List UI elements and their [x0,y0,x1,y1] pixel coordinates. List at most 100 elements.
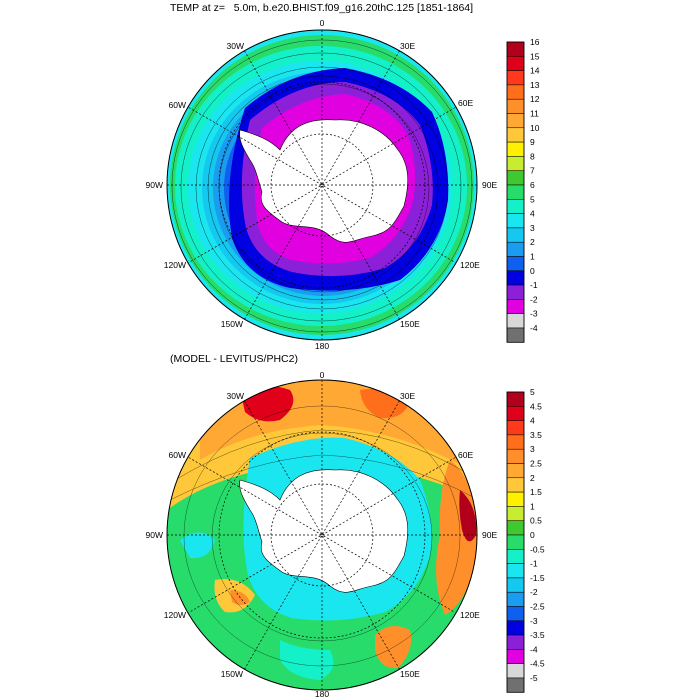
top-colorbar-swatch [506,327,525,343]
top-colorbar-swatch [506,127,525,143]
bottom-map-title: (MODEL - LEVITUS/PHC2) [170,353,298,365]
top-colorbar-swatch [506,141,525,157]
bottom-lon-label-120e: 120E [460,610,480,620]
bottom-map-border [166,379,478,691]
top-colorbar-swatch [506,256,525,272]
top-colorbar-label: 3 [530,223,535,233]
bottom-colorbar-label: 3.5 [530,430,542,440]
top-colorbar-label: 5 [530,194,535,204]
top-lon-label-120w: 120W [164,260,186,270]
top-lon-label-150e: 150E [400,319,420,329]
bottom-colorbar-label: -3.5 [530,630,545,640]
bottom-lon-label-120w: 120W [164,610,186,620]
top-map-panel: TEMP at z= 5.0m, b.e20.BHIST.f09_g16.20t… [146,2,540,350]
top-colorbar-label: 0 [530,266,535,276]
top-lon-label-30w: 30W [227,41,244,51]
top-colorbar-swatch [506,299,525,314]
top-lon-label-60w: 60W [169,100,186,110]
top-colorbar-swatch [506,70,525,86]
bottom-colorbar-label: -5 [530,673,538,683]
bottom-colorbar-swatch [506,606,525,622]
bottom-colorbar-swatch [506,406,525,421]
top-colorbar-swatch [506,184,525,200]
bottom-colorbar-swatch [506,563,525,579]
top-lon-label-120e: 120E [460,260,480,270]
bottom-colorbar-label: -1 [530,559,538,569]
bottom-colorbar-swatch [506,434,525,450]
bottom-graticule [167,380,477,690]
bottom-colorbar-label: 2 [530,473,535,483]
bottom-colorbar-swatch [506,663,525,679]
top-colorbar-swatch [506,213,525,229]
top-colorbar-swatch [506,313,525,329]
top-colorbar-swatch [506,56,525,71]
top-colorbar-swatch [506,241,525,257]
bottom-colorbar-label: -4 [530,644,538,654]
bottom-colorbar-swatch [506,448,525,464]
top-lon-label-60e: 60E [458,98,473,108]
bottom-colorbar-swatch [506,534,525,550]
bottom-colorbar-swatch [506,463,525,479]
top-map-title: TEMP at z= 5.0m, b.e20.BHIST.f09_g16.20t… [170,2,474,14]
bottom-colorbar-label: 0 [530,530,535,540]
bottom-colorbar-swatch [506,634,525,650]
bottom-colorbar-label: 4.5 [530,401,542,411]
top-colorbar-label: -3 [530,309,538,319]
bottom-lon-label-90e: 90E [482,530,497,540]
bottom-lon-label-30e: 30E [400,391,415,401]
bottom-colorbar-swatch [506,577,525,593]
bottom-colorbar-label: -2 [530,587,538,597]
top-colorbar-swatch [506,156,525,171]
top-colorbar-label: 2 [530,237,535,247]
top-colorbar-swatch [506,113,525,129]
bottom-colorbar-label: 0.5 [530,516,542,526]
bottom-colorbar-label: 1 [530,501,535,511]
bottom-colorbar-label: -3 [530,616,538,626]
bottom-lon-label-150e: 150E [400,669,420,679]
top-lon-label-150w: 150W [221,319,243,329]
bottom-colorbar-label: -1.5 [530,573,545,583]
bottom-colorbar-label: 2.5 [530,459,542,469]
top-colorbar-label: 10 [530,123,540,133]
bottom-anomaly-field [167,380,477,690]
top-colorbar-label: 1 [530,252,535,262]
bottom-lon-label-60w: 60W [169,450,186,460]
bottom-lon-label-180: 180 [315,689,329,699]
top-colorbar-label: 8 [530,151,535,161]
bottom-antarctica-landmass [239,469,409,593]
bottom-colorbar-label: 1.5 [530,487,542,497]
top-lon-label-0: 0 [320,18,325,28]
top-lon-label-30e: 30E [400,41,415,51]
bottom-colorbar-swatch [506,420,525,436]
top-colorbar-swatch [506,84,525,100]
bottom-map-svg: 0 30E 60E 90E 120E 150E 180 150W 120W 90… [146,370,545,699]
top-colorbar-swatch [506,227,525,243]
bottom-map-panel: (MODEL - LEVITUS/PHC2) [0,350,700,700]
bottom-lon-label-60e: 60E [458,450,473,460]
bottom-colorbar-swatch [506,391,525,407]
top-map-svg: 0 30E 60E 90E 120E 150E 180 150W 120W 90… [146,18,540,350]
top-colorbar-label: 15 [530,51,540,61]
top-colorbar-label: 11 [530,109,539,119]
top-colorbar-label: 13 [530,80,540,90]
top-map-border [166,29,478,341]
top-colorbar-label: 12 [530,94,540,104]
top-lon-label-90w: 90W [146,180,163,190]
top-colorbar-swatch [506,199,525,214]
top-colorbar-label: 16 [530,37,540,47]
bottom-colorbar-label: -0.5 [530,544,545,554]
top-colorbar-label: 6 [530,180,535,190]
bottom-colorbar-swatch [506,506,525,521]
top-graticule [167,30,477,340]
top-colorbar-label: 4 [530,209,535,219]
bottom-colorbar-swatch [506,477,525,493]
bottom-colorbar-label: 5 [530,387,535,397]
bottom-colorbar-label: 4 [530,416,535,426]
bottom-colorbar-swatch [506,549,525,564]
top-colorbar-label: 9 [530,137,535,147]
top-colorbar-label: -4 [530,323,538,333]
top-temperature-field [167,30,477,340]
top-colorbar-swatch [506,41,525,57]
top-lon-label-180: 180 [315,341,329,350]
